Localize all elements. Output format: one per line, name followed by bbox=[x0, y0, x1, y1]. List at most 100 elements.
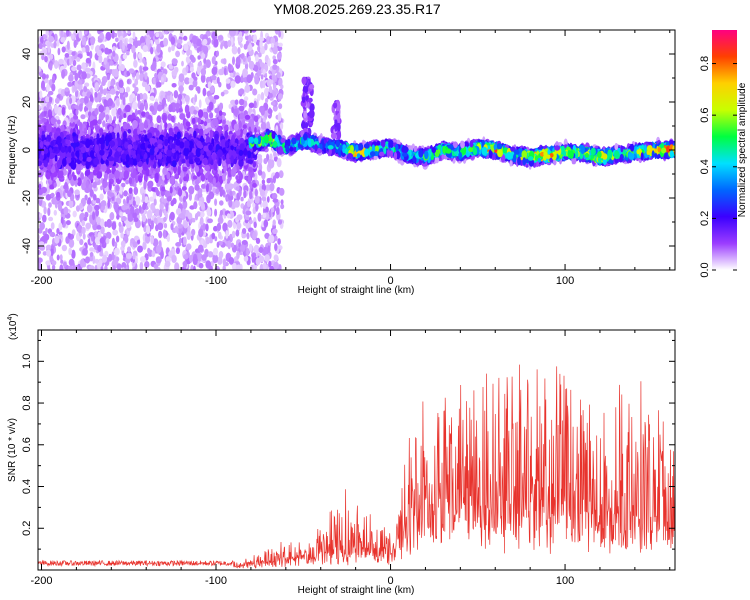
spectrogram-cell bbox=[70, 117, 74, 124]
spectrogram-cell bbox=[98, 54, 103, 64]
spectrogram-cell bbox=[141, 81, 147, 88]
spectrogram-cell bbox=[227, 63, 232, 71]
spectrogram-cell bbox=[152, 46, 156, 52]
spectrogram-cell bbox=[214, 236, 218, 242]
spectrogram-cell bbox=[241, 240, 248, 245]
spectrogram-cell bbox=[68, 199, 74, 209]
spectrogram-cell bbox=[197, 117, 202, 124]
spectrogram-cell bbox=[199, 217, 204, 226]
spectrogram-cell bbox=[137, 245, 143, 253]
spectrogram-cell bbox=[124, 91, 129, 98]
spectrogram-cell bbox=[275, 201, 280, 208]
spectrogram-cell bbox=[188, 84, 194, 91]
spectrogram-cell bbox=[178, 237, 182, 245]
spectrogram-cell bbox=[196, 65, 201, 76]
spectrogram-cell bbox=[144, 261, 150, 268]
spectrogram-cell bbox=[132, 200, 136, 206]
spectrogram-cell bbox=[72, 59, 77, 67]
spectrogram-cell bbox=[80, 114, 86, 120]
spectrogram-cell bbox=[269, 182, 275, 192]
spectrogram-cell bbox=[103, 99, 107, 108]
spectrogram-cell bbox=[47, 265, 51, 270]
spectrogram-cell bbox=[127, 144, 133, 150]
spectrogram-cell bbox=[121, 215, 127, 222]
spectrogram-cell bbox=[190, 152, 194, 158]
spectrogram-cell bbox=[56, 254, 60, 261]
spectrogram-cell bbox=[71, 151, 75, 158]
spectrogram-cell bbox=[301, 95, 306, 103]
spectrogram-cell bbox=[308, 109, 315, 119]
spectrogram-cell bbox=[260, 74, 264, 80]
spectrogram-cell bbox=[262, 212, 267, 218]
spectrogram-cell bbox=[183, 176, 188, 182]
spectrogram-cell bbox=[132, 241, 138, 248]
spectrogram-cell bbox=[242, 68, 249, 78]
spectrogram-cell bbox=[238, 105, 245, 112]
spectrogram-cell bbox=[277, 93, 283, 100]
spectrogram-cell bbox=[104, 47, 109, 55]
spectrogram-cell bbox=[272, 55, 277, 61]
spectrogram-cell bbox=[81, 220, 86, 227]
spectrogram-cell bbox=[224, 140, 229, 148]
spectrogram-cell bbox=[50, 192, 55, 198]
spectrogram-cell bbox=[85, 256, 90, 264]
spectrogram-cell bbox=[253, 34, 258, 44]
spectrogram-cell bbox=[209, 85, 215, 94]
spectrogram-cell bbox=[138, 205, 142, 213]
spectrogram-cell bbox=[235, 229, 240, 237]
spectrogram-cell bbox=[227, 219, 233, 228]
spectrogram-cell bbox=[129, 94, 134, 104]
spectrogram-cell bbox=[79, 202, 83, 209]
spectrogram-cell bbox=[247, 150, 252, 159]
spectrogram-cell bbox=[96, 49, 103, 57]
spectrogram-cell bbox=[59, 234, 63, 240]
spectrogram-cell bbox=[69, 57, 72, 66]
spectrogram-cell bbox=[188, 159, 194, 165]
spectrogram-cell bbox=[179, 113, 186, 120]
spectrogram-cell bbox=[149, 196, 155, 202]
spectrogram-cell bbox=[229, 190, 233, 197]
spectrogram-cell bbox=[115, 97, 120, 106]
spectrogram-cell bbox=[65, 139, 70, 145]
spectrogram-cell bbox=[260, 92, 265, 101]
spectrogram-cell bbox=[125, 154, 130, 163]
spectrogram-cell bbox=[104, 172, 108, 181]
spectrogram-cell bbox=[185, 121, 191, 127]
spectrogram-cell bbox=[53, 209, 57, 216]
spectrogram-cell bbox=[184, 77, 190, 85]
spectrogram-cell bbox=[236, 222, 242, 230]
spectrogram-cell bbox=[239, 98, 245, 106]
spectrogram-cell bbox=[41, 80, 45, 89]
spectrogram-cell bbox=[222, 58, 227, 65]
spectrogram-cell bbox=[131, 45, 136, 54]
spectrogram-cell bbox=[134, 108, 138, 117]
spectrogram-cell bbox=[252, 182, 257, 188]
spectrogram-cell bbox=[42, 49, 48, 55]
spectrogram-cell bbox=[45, 194, 52, 201]
spectrogram-cell bbox=[102, 120, 106, 128]
spectrogram-cell bbox=[222, 119, 226, 126]
spectrogram-cell bbox=[162, 114, 167, 124]
spectrogram-cell bbox=[113, 68, 119, 78]
spectrogram-cell bbox=[140, 256, 146, 263]
spectrogram-cell bbox=[224, 124, 229, 131]
spectrogram-cell bbox=[108, 181, 112, 191]
spectrogram-cell bbox=[77, 80, 83, 85]
spectrogram-cell bbox=[175, 208, 182, 216]
spectrogram-cell bbox=[82, 90, 88, 97]
spectrogram-cell bbox=[280, 199, 284, 205]
spectrogram-cell bbox=[226, 153, 230, 161]
spectrogram-cell bbox=[278, 170, 284, 179]
spectrogram-cell bbox=[118, 114, 123, 121]
spectrogram-cell bbox=[265, 206, 269, 213]
spectrogram-cell bbox=[185, 56, 191, 64]
spectrogram-cell bbox=[155, 172, 159, 180]
spectrogram-cell bbox=[231, 230, 236, 239]
spectrogram-cell bbox=[94, 91, 98, 98]
spectrogram-cell bbox=[164, 138, 169, 147]
spectrogram-cell bbox=[51, 260, 57, 266]
spectrogram-cell bbox=[280, 122, 284, 130]
spectrogram-cell bbox=[272, 198, 279, 203]
spectrogram-cell bbox=[78, 103, 83, 112]
spectrogram-cell bbox=[149, 95, 155, 101]
